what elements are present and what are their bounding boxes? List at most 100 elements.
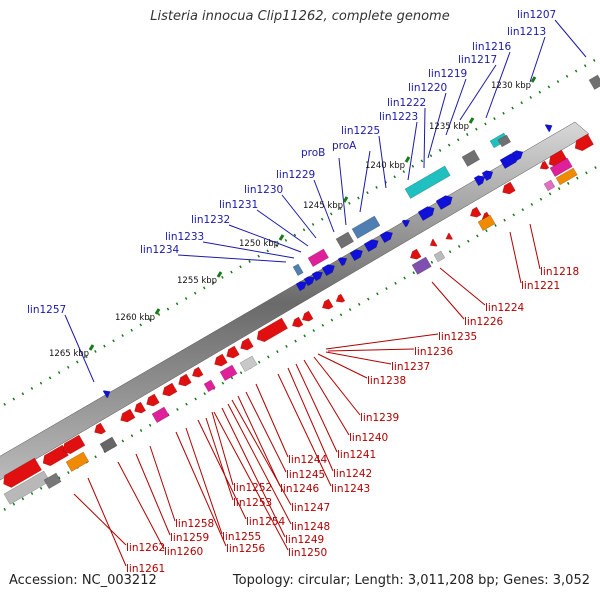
- leader-lines: [64, 19, 587, 567]
- magenta-gene: [307, 248, 329, 267]
- leader-line: [287, 367, 334, 472]
- kbp-tick-mark: [88, 344, 95, 351]
- leader-line: [175, 431, 227, 547]
- leader-line: [325, 333, 439, 350]
- leader-line: [313, 356, 361, 416]
- leader-line: [237, 395, 281, 487]
- forward-gene: [349, 249, 363, 262]
- reverse-gene: [335, 293, 346, 303]
- blue-gray-gene: [351, 215, 381, 239]
- leader-line: [149, 445, 176, 522]
- magenta-gene: [543, 179, 556, 192]
- leader-line: [231, 399, 292, 506]
- gene-label-lin1233: lin1233: [165, 231, 204, 243]
- leader-line: [185, 427, 223, 535]
- reverse-gene: [226, 345, 240, 359]
- leader-line: [303, 359, 350, 436]
- reverse-gene: [3, 457, 42, 488]
- reverse-gene: [321, 298, 334, 310]
- teal-gene: [404, 165, 451, 199]
- forward-gene: [337, 257, 348, 267]
- forward-gene: [102, 390, 111, 399]
- gray-gene: [3, 470, 51, 505]
- forward-gene: [311, 271, 324, 282]
- leader-line: [407, 121, 418, 181]
- orange-gene: [65, 451, 90, 472]
- forward-gene: [473, 175, 486, 187]
- leader-line: [529, 223, 541, 270]
- kbp-label: 1235 kbp: [429, 122, 469, 132]
- tick-rings: [0, 58, 600, 514]
- magenta-gene: [203, 379, 216, 393]
- gene-label-lin1261: lin1261: [126, 563, 165, 575]
- reverse-gene: [409, 248, 422, 260]
- forward-gene: [295, 281, 308, 292]
- forward-gene: [363, 239, 379, 253]
- leader-line: [211, 411, 234, 486]
- gene-label-lin1226: lin1226: [464, 316, 504, 328]
- gene-label-lin1237: lin1237: [391, 361, 430, 373]
- leader-line: [327, 348, 415, 352]
- leader-line: [509, 231, 522, 284]
- reverse-gene: [301, 310, 314, 322]
- kbp-label: 1265 kbp: [49, 349, 89, 359]
- magenta-gene: [151, 406, 170, 423]
- reverse-gene: [94, 422, 107, 435]
- gene-label-lin1255: lin1255: [222, 531, 261, 543]
- gene-label-lin1224: lin1224: [485, 302, 525, 314]
- gene-label-lin1259: lin1259: [170, 532, 209, 544]
- forward-gene: [481, 170, 494, 182]
- gene-label-lin1258: lin1258: [175, 518, 214, 530]
- kbp-label: 1255 kbp: [177, 276, 217, 286]
- leader-line: [255, 383, 289, 458]
- kbp-label: 1260 kbp: [115, 313, 155, 323]
- reverse-gene: [445, 232, 454, 240]
- accession-text: Accession: NC_003212: [9, 573, 157, 588]
- kbp-labels: 1230 kbp 1235 kbp 1240 kbp 1245 kbp 1250 kbp…: [49, 76, 537, 359]
- reverse-gene: [240, 337, 254, 351]
- magenta-gene: [549, 157, 573, 177]
- map-title: Listeria innocua Clip11262, complete gen…: [150, 9, 450, 24]
- purple-gene: [411, 256, 432, 275]
- reverse-gene: [120, 408, 136, 423]
- forward-gene: [379, 231, 393, 244]
- leader-line: [202, 241, 295, 259]
- leader-line: [73, 493, 127, 546]
- leader-line: [117, 461, 165, 550]
- kbp-tick-mark: [530, 76, 537, 83]
- gene-label-lin1256: lin1256: [226, 543, 266, 555]
- gene-label-lin1245: lin1245: [286, 469, 325, 481]
- reverse-gene: [178, 373, 192, 387]
- leader-line: [177, 254, 287, 263]
- leader-line: [485, 51, 511, 119]
- gene-label-proB: proB: [301, 147, 325, 159]
- leader-line: [227, 403, 292, 525]
- leader-line: [325, 351, 392, 365]
- leader-line: [459, 64, 497, 121]
- leader-line: [431, 281, 465, 320]
- topology-summary: Topology: circular; Length: 3,011,208 bp…: [232, 573, 590, 588]
- leader-line: [554, 19, 587, 58]
- gene-label-lin1219: lin1219: [428, 68, 467, 80]
- gene-label-lin1220: lin1220: [408, 82, 447, 94]
- forward-gene: [435, 195, 453, 210]
- gene-label-lin1222: lin1222: [387, 97, 426, 109]
- leader-line: [423, 107, 426, 169]
- leader-line: [295, 363, 338, 453]
- gene-label-lin1223: lin1223: [379, 111, 418, 123]
- gene-features: [3, 74, 600, 505]
- reverse-gene: [162, 382, 178, 397]
- tick-ring-1: [0, 58, 596, 409]
- gene-label-proA: proA: [332, 140, 357, 152]
- gene-label-lin1243: lin1243: [331, 483, 370, 495]
- reverse-gene: [214, 353, 228, 367]
- leader-line: [205, 417, 234, 501]
- leader-line: [313, 179, 335, 233]
- kbp-tick-mark: [404, 156, 411, 163]
- kbp-tick-mark: [216, 271, 223, 278]
- gene-label-lin1257: lin1257: [27, 304, 66, 316]
- reverse-gene: [502, 181, 516, 195]
- kbp-tick-mark: [468, 117, 475, 124]
- gene-label-lin1240: lin1240: [349, 432, 388, 444]
- gray-gene: [239, 355, 258, 372]
